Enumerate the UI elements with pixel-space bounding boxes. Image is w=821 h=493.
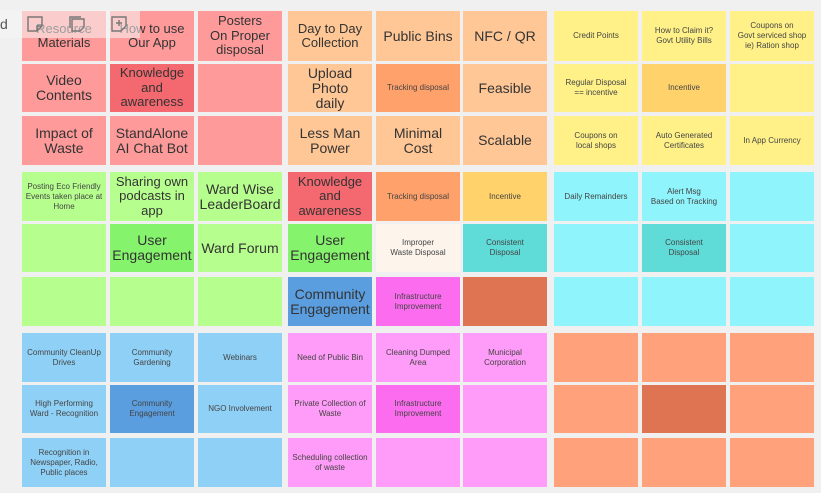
sticky-note[interactable]: Scalable <box>463 116 547 165</box>
toolbar-partial-text: d <box>0 16 8 32</box>
sticky-note[interactable]: Upload Photo daily <box>288 64 372 112</box>
sticky-note[interactable]: Tracking disposal <box>376 64 460 112</box>
sticky-note[interactable]: Coupons on local shops <box>554 116 638 165</box>
sticky-note-empty[interactable] <box>463 277 547 326</box>
sticky-note-empty[interactable] <box>554 385 638 433</box>
sticky-note[interactable]: Daily Remainders <box>554 172 638 221</box>
sticky-note[interactable]: How to Claim it? Govt Utility Bills <box>642 11 726 61</box>
sticky-note[interactable]: Sharing own podcasts in app <box>110 172 194 221</box>
sticky-note[interactable]: Community CleanUp Drives <box>22 333 106 382</box>
sticky-note[interactable]: Cleaning Dumped Area <box>376 333 460 382</box>
sticky-note[interactable]: Coupons on Govt serviced shop ie) Ration… <box>730 11 814 61</box>
sticky-note-empty[interactable] <box>642 333 726 382</box>
sticky-note[interactable]: Infrastructure Improvement <box>376 277 460 326</box>
sticky-note-empty[interactable] <box>198 116 282 165</box>
sticky-note[interactable]: Community Engagement <box>110 385 194 433</box>
sticky-note-icon[interactable] <box>24 13 46 35</box>
sticky-note-empty[interactable] <box>730 64 814 112</box>
sticky-note-empty[interactable] <box>730 224 814 272</box>
sticky-note[interactable]: Webinars <box>198 333 282 382</box>
sticky-note[interactable]: Incentive <box>642 64 726 112</box>
sticky-note[interactable]: StandAlone AI Chat Bot <box>110 116 194 165</box>
sticky-note-empty[interactable] <box>554 224 638 272</box>
sticky-note[interactable]: Improper Waste Disposal <box>376 224 460 272</box>
sticky-note[interactable]: Recognition in Newspaper, Radio, Public … <box>22 438 106 487</box>
sticky-note[interactable]: Posters On Proper disposal <box>198 11 282 61</box>
sticky-note-empty[interactable] <box>642 385 726 433</box>
sticky-note-empty[interactable] <box>22 277 106 326</box>
sticky-note-empty[interactable] <box>730 172 814 221</box>
sticky-note[interactable]: Credit Points <box>554 11 638 61</box>
sticky-note[interactable]: Community Gardening <box>110 333 194 382</box>
sticky-note[interactable]: Feasible <box>463 64 547 112</box>
sticky-note[interactable]: Scheduling collection of waste <box>288 438 372 487</box>
sticky-note[interactable]: Private Collection of Waste <box>288 385 372 433</box>
sticky-note-empty[interactable] <box>463 385 547 433</box>
sticky-note[interactable]: Knowledge and awareness <box>288 172 372 221</box>
sticky-note[interactable]: Regular Disposal == incentive <box>554 64 638 112</box>
sticky-note-stack-icon[interactable] <box>66 13 88 35</box>
sticky-note-empty[interactable] <box>554 438 638 487</box>
floating-toolbar: d <box>0 10 140 38</box>
sticky-note[interactable]: Less Man Power <box>288 116 372 165</box>
sticky-note-empty[interactable] <box>110 277 194 326</box>
sticky-note[interactable]: In App Currency <box>730 116 814 165</box>
sticky-note[interactable]: NGO Involvement <box>198 385 282 433</box>
sticky-note-empty[interactable] <box>730 385 814 433</box>
sticky-note[interactable]: Ward Forum <box>198 224 282 272</box>
sticky-note[interactable]: Tracking disposal <box>376 172 460 221</box>
sticky-note[interactable]: High Performing Ward - Recognition <box>22 385 106 433</box>
sticky-note[interactable]: User Engagement <box>110 224 194 272</box>
sticky-note[interactable]: Auto Generated Certificates <box>642 116 726 165</box>
sticky-note[interactable]: Posting Eco Friendly Events taken place … <box>22 172 106 221</box>
sticky-note[interactable]: Consistent Disposal <box>642 224 726 272</box>
sticky-note-empty[interactable] <box>198 438 282 487</box>
sticky-note-empty[interactable] <box>22 224 106 272</box>
sticky-note-empty[interactable] <box>642 438 726 487</box>
sticky-note[interactable]: Consistent Disposal <box>463 224 547 272</box>
sticky-note[interactable]: Incentive <box>463 172 547 221</box>
sticky-note[interactable]: Infrastructure Improvement <box>376 385 460 433</box>
sticky-note[interactable]: Minimal Cost <box>376 116 460 165</box>
sticky-note-empty[interactable] <box>730 333 814 382</box>
sticky-note-empty[interactable] <box>198 277 282 326</box>
sticky-note[interactable]: Day to Day Collection <box>288 11 372 61</box>
sticky-note-empty[interactable] <box>110 438 194 487</box>
sticky-note[interactable]: NFC / QR <box>463 11 547 61</box>
sticky-note-empty[interactable] <box>730 438 814 487</box>
sticky-note-empty[interactable] <box>730 277 814 326</box>
sticky-note-empty[interactable] <box>642 277 726 326</box>
sticky-note-empty[interactable] <box>198 64 282 112</box>
sticky-note[interactable]: Community Engagement <box>288 277 372 326</box>
sticky-note[interactable]: Video Contents <box>22 64 106 112</box>
sticky-note[interactable]: Alert Msg Based on Tracking <box>642 172 726 221</box>
sticky-note[interactable]: Knowledge and awareness <box>110 64 194 112</box>
sticky-note[interactable]: Impact of Waste <box>22 116 106 165</box>
sticky-note[interactable]: Need of Public Bin <box>288 333 372 382</box>
sticky-note-empty[interactable] <box>376 438 460 487</box>
sticky-note[interactable]: User Engagement <box>288 224 372 272</box>
sticky-note-add-icon[interactable] <box>108 13 130 35</box>
sticky-note-empty[interactable] <box>463 438 547 487</box>
sticky-note-empty[interactable] <box>554 277 638 326</box>
sticky-note[interactable]: Public Bins <box>376 11 460 61</box>
sticky-note[interactable]: Ward Wise LeaderBoard <box>198 172 282 221</box>
sticky-note-empty[interactable] <box>554 333 638 382</box>
sticky-note[interactable]: Municipal Corporation <box>463 333 547 382</box>
